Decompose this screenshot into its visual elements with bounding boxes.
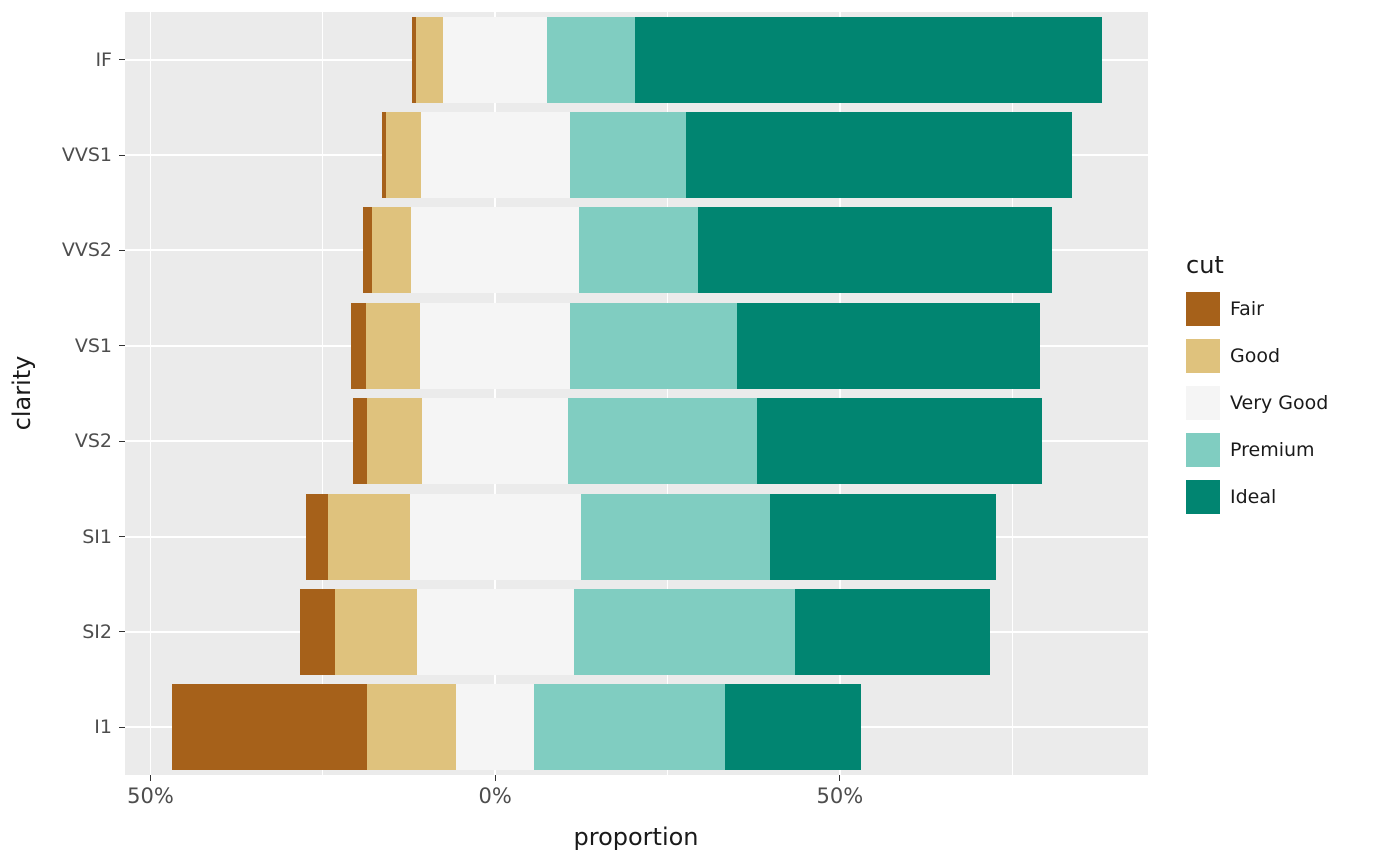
legend-entry-fair: Fair: [1186, 292, 1328, 326]
x-tick-mark: [839, 775, 841, 781]
legend-entry-premium: Premium: [1186, 433, 1328, 467]
bar-segment-vs2-ideal: [756, 398, 1043, 484]
legend-label: Ideal: [1230, 486, 1277, 508]
x-tick-label: 0%: [478, 784, 512, 808]
y-tick-label-i1: I1: [94, 716, 112, 739]
legend-entry-very-good: Very Good: [1186, 386, 1328, 420]
bar-segment-vvs1-premium: [569, 112, 687, 198]
legend-title: cut: [1186, 251, 1224, 279]
legend-swatch-icon: [1186, 480, 1220, 514]
y-tick-mark: [119, 440, 125, 442]
bar-segment-vvs2-good: [372, 207, 412, 293]
bar-segment-vs1-very-good: [420, 303, 570, 389]
y-tick-mark: [119, 726, 125, 728]
y-tick-label-vvs1: VVS1: [61, 144, 112, 167]
bar-segment-si2-good: [335, 589, 417, 675]
bar-segment-i1-ideal: [725, 684, 861, 770]
y-tick-mark: [119, 345, 125, 347]
bar-segment-si2-fair: [300, 589, 336, 675]
minor-gridline: [322, 12, 324, 775]
bar-segment-if-ideal: [635, 17, 1102, 103]
bar-segment-vs2-good: [367, 398, 423, 484]
bar-segment-vs2-very-good: [422, 398, 568, 484]
bar-segment-vs1-good: [365, 303, 421, 389]
bar-segment-si2-ideal: [795, 589, 991, 675]
legend-label: Premium: [1230, 439, 1315, 461]
bar-segment-i1-premium: [534, 684, 726, 770]
bar-segment-si1-fair: [306, 494, 328, 580]
bar-segment-si1-ideal: [769, 494, 996, 580]
bar-segment-vs2-fair: [352, 398, 368, 484]
minor-gridline: [667, 12, 669, 775]
x-axis-title: proportion: [573, 823, 699, 851]
bar-segment-i1-very-good: [456, 684, 535, 770]
x-tick-mark: [494, 775, 496, 781]
plot-panel: [125, 12, 1148, 775]
y-tick-mark: [119, 631, 125, 633]
y-tick-label-si1: SI1: [82, 525, 112, 548]
y-axis-title: clarity: [8, 355, 36, 431]
major-gridline: [839, 12, 841, 775]
bar-segment-si1-premium: [580, 494, 770, 580]
major-gridline: [494, 12, 496, 775]
bar-segment-si2-very-good: [416, 589, 574, 675]
y-tick-mark: [119, 154, 125, 156]
legend-label: Very Good: [1230, 392, 1329, 414]
legend: cut Fair Good Very Good Premium Ideal: [1186, 250, 1328, 527]
bar-segment-vvs2-fair: [362, 207, 373, 293]
x-tick-label: 50%: [127, 784, 174, 808]
legend-items: Fair Good Very Good Premium Ideal: [1186, 292, 1328, 514]
legend-swatch-icon: [1186, 292, 1220, 326]
legend-label: Good: [1230, 345, 1281, 367]
y-tick-mark: [119, 536, 125, 538]
legend-entry-good: Good: [1186, 339, 1328, 373]
bar-segment-vs1-ideal: [737, 303, 1041, 389]
bar-segment-i1-good: [366, 684, 457, 770]
bar-segment-vvs1-fair: [382, 112, 386, 198]
y-tick-mark: [119, 249, 125, 251]
bar-segment-i1-fair: [171, 684, 367, 770]
bar-segment-si2-premium: [573, 589, 796, 675]
y-tick-label-vs1: VS1: [74, 334, 112, 357]
minor-gridline: [1011, 12, 1013, 775]
bar-segment-if-fair: [412, 17, 416, 103]
bar-segment-if-very-good: [443, 17, 547, 103]
major-gridline: [149, 12, 152, 775]
bar-segment-vs2-premium: [567, 398, 757, 484]
bar-segment-vvs2-premium: [579, 207, 698, 293]
y-tick-label-vs2: VS2: [74, 430, 112, 453]
y-tick-label-vvs2: VVS2: [61, 239, 112, 262]
legend-label: Fair: [1230, 298, 1264, 320]
legend-swatch-icon: [1186, 339, 1220, 373]
y-tick-mark: [119, 59, 125, 61]
bar-segment-vs1-premium: [569, 303, 738, 389]
x-tick-mark: [150, 775, 151, 781]
bar-segment-vvs2-ideal: [697, 207, 1053, 293]
bar-segment-si1-good: [327, 494, 410, 580]
bar-segment-vs1-fair: [351, 303, 366, 389]
bar-segment-vvs1-good: [385, 112, 421, 198]
bar-segment-vvs2-very-good: [411, 207, 580, 293]
y-tick-label-si2: SI2: [82, 620, 112, 643]
x-tick-label: 50%: [816, 784, 864, 808]
bar-segment-vvs1-ideal: [686, 112, 1073, 198]
y-tick-label-if: IF: [95, 48, 112, 71]
bar-segment-if-good: [415, 17, 444, 103]
bar-segment-if-premium: [546, 17, 636, 103]
bar-segment-si1-very-good: [409, 494, 581, 580]
legend-swatch-icon: [1186, 433, 1220, 467]
legend-swatch-icon: [1186, 386, 1220, 420]
legend-entry-ideal: Ideal: [1186, 480, 1328, 514]
bar-segment-vvs1-very-good: [420, 112, 570, 198]
